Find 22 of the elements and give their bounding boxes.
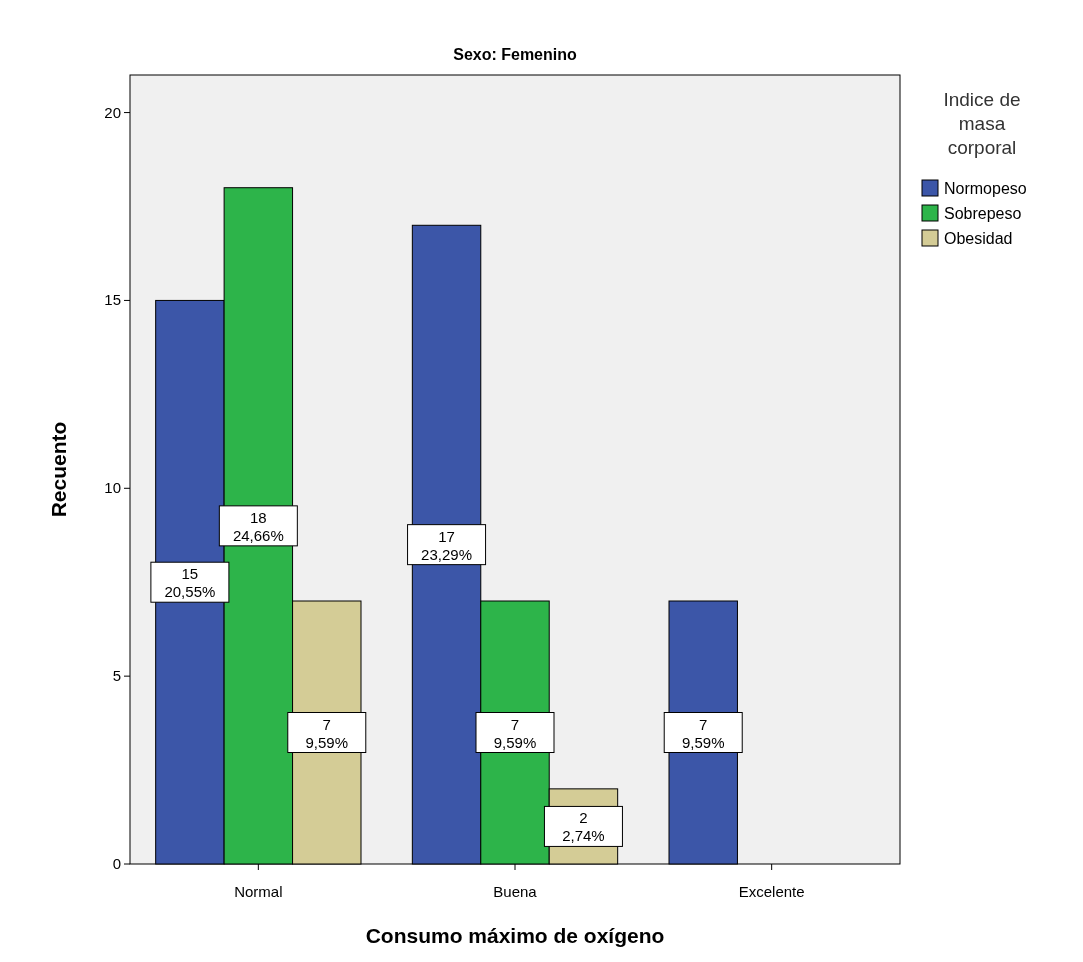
y-tick-label: 10 xyxy=(104,479,121,497)
data-label: 7 9,59% xyxy=(681,715,725,751)
legend-title: Indice de masa corporal xyxy=(943,89,1021,158)
legend-label: Obesidad xyxy=(944,230,1013,247)
x-tick-label: Normal xyxy=(234,883,283,900)
data-label: 18 24,66% xyxy=(232,508,284,544)
data-label: 17 23,29% xyxy=(421,527,472,563)
x-axis-title: Consumo máximo de oxígeno xyxy=(365,924,665,947)
legend-label: Normopeso xyxy=(944,180,1027,197)
legend-label: Sobrepeso xyxy=(944,205,1022,222)
x-tick-label: Excelente xyxy=(738,883,805,900)
data-label: 15 20,55% xyxy=(164,565,216,601)
y-axis-title: Recuento xyxy=(47,421,70,518)
x-tick-label: Buena xyxy=(493,883,538,900)
y-tick-label: 20 xyxy=(104,103,121,121)
y-tick-label: 0 xyxy=(112,855,121,872)
y-tick-label: 5 xyxy=(112,667,121,685)
data-label: 7 9,59% xyxy=(493,715,537,751)
y-tick-label: 15 xyxy=(104,291,121,309)
data-label: 2 2,74% xyxy=(562,809,605,845)
chart-title: Sexo: Femenino xyxy=(453,46,578,63)
data-label: 7 9,59% xyxy=(305,715,349,751)
